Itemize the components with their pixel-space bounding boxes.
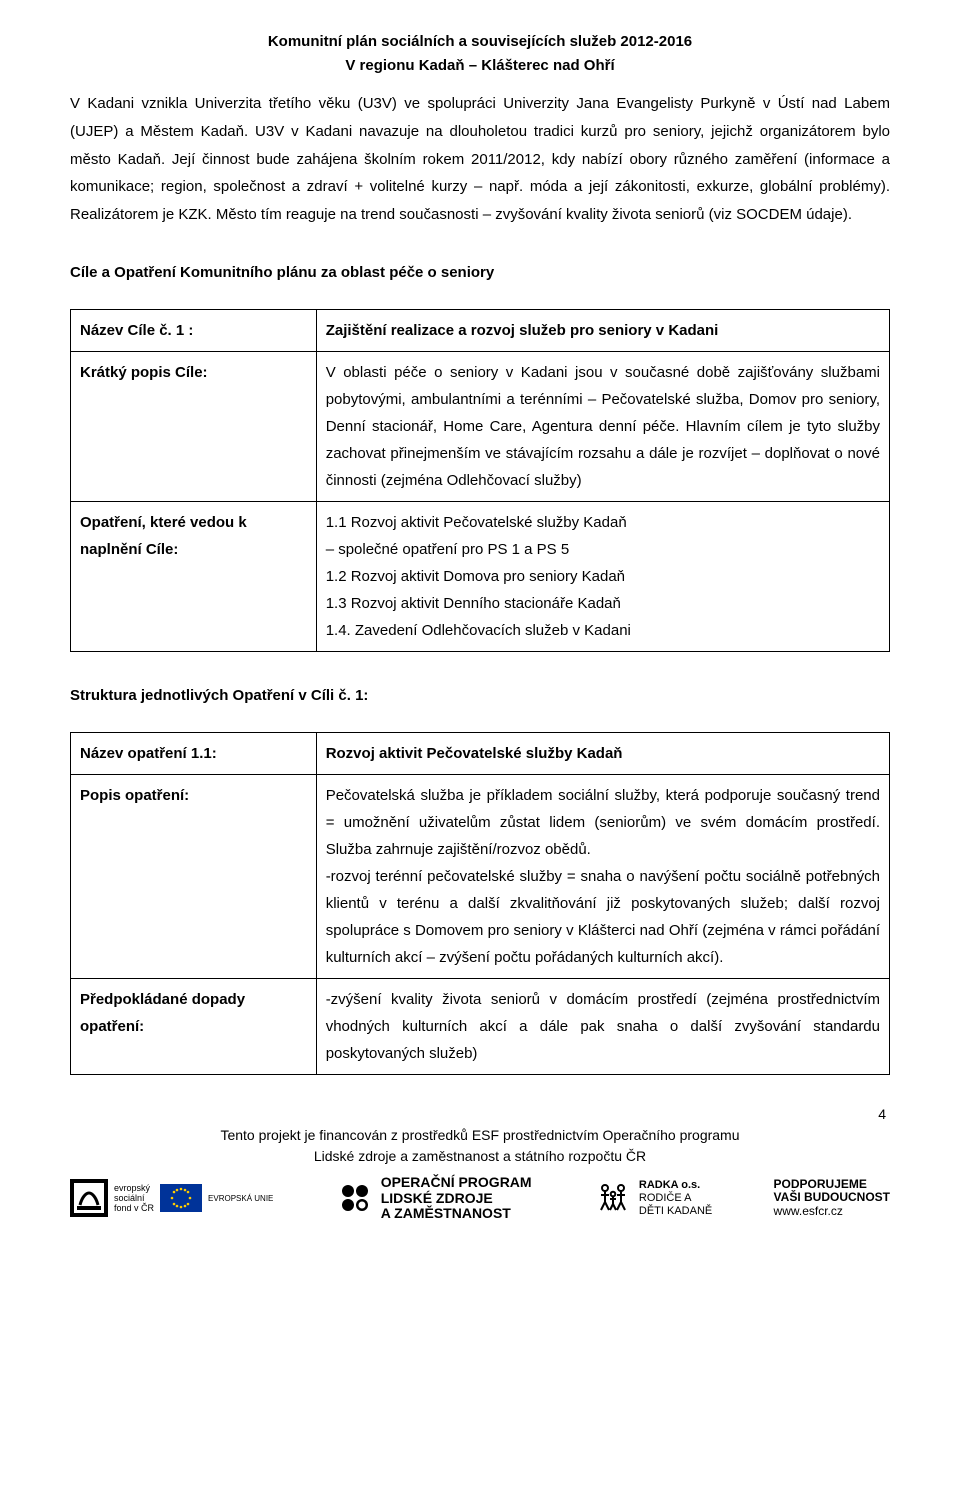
cell-value: V oblasti péče o seniory v Kadani jsou v… <box>316 351 889 501</box>
cell-label: Krátký popis Cíle: <box>71 351 317 501</box>
table-row: Předpokládané dopady opatření: -zvýšení … <box>71 978 890 1074</box>
cell-label: Popis opatření: <box>71 774 317 978</box>
op-icon <box>335 1178 375 1218</box>
logo-row: evropský sociální fond v ČR EVROPSKÁ UNI… <box>70 1175 890 1221</box>
cell-value: -zvýšení kvality života seniorů v domácí… <box>316 978 889 1074</box>
radka-icon <box>593 1178 633 1218</box>
txt: LIDSKÉ ZDROJE <box>381 1191 532 1206</box>
txt: A ZAMĚSTNANOST <box>381 1206 532 1221</box>
bold-text: Zajištění realizace a rozvoj služeb pro … <box>326 322 719 339</box>
txt: OPERAČNÍ PROGRAM <box>381 1175 532 1190</box>
logo-esf: evropský sociální fond v ČR EVROPSKÁ UNI… <box>70 1179 273 1217</box>
table-row: Název opatření 1.1: Rozvoj aktivit Pečov… <box>71 732 890 774</box>
cell-label: Název Cíle č. 1 : <box>71 309 317 351</box>
txt: www.esfcr.cz <box>774 1205 890 1219</box>
cell-value: 1.1 Rozvoj aktivit Pečovatelské služby K… <box>316 501 889 651</box>
txt: evropský <box>114 1183 154 1193</box>
pod-text: PODPORUJEME VAŠI BUDOUCNOST www.esfcr.cz <box>774 1178 890 1219</box>
eu-flag-icon <box>160 1184 202 1212</box>
doc-title: Komunitní plán sociálních a souvisejícíc… <box>70 30 890 54</box>
cell-value: Pečovatelská služba je příkladem sociáln… <box>316 774 889 978</box>
txt: RADKA o.s. <box>639 1179 712 1192</box>
section-heading: Cíle a Opatření Komunitního plánu za obl… <box>70 261 890 285</box>
logo-op-lzz: OPERAČNÍ PROGRAM LIDSKÉ ZDROJE A ZAMĚSTN… <box>335 1175 532 1221</box>
txt: DĚTI KADANĚ <box>639 1205 712 1218</box>
footer-line-2: Lidské zdroje a zaměstnanost a státního … <box>70 1146 890 1167</box>
cell-value: Zajištění realizace a rozvoj služeb pro … <box>316 309 889 351</box>
cell-label: Předpokládané dopady opatření: <box>71 978 317 1074</box>
page-number: 4 <box>70 1103 890 1125</box>
cell-value: Rozvoj aktivit Pečovatelské služby Kadaň <box>316 732 889 774</box>
doc-subtitle: V regionu Kadaň – Klášterec nad Ohří <box>70 54 890 78</box>
table-row: Opatření, které vedou k naplnění Cíle: 1… <box>71 501 890 651</box>
logo-podporujeme: PODPORUJEME VAŠI BUDOUCNOST www.esfcr.cz <box>774 1178 890 1219</box>
eu-text: EVROPSKÁ UNIE <box>208 1194 273 1203</box>
txt: fond v ČR <box>114 1203 154 1213</box>
footer-line-1: Tento projekt je financován z prostředků… <box>70 1125 890 1146</box>
logo-radka: RADKA o.s. RODIČE A DĚTI KADANĚ <box>593 1178 712 1218</box>
table-row: Název Cíle č. 1 : Zajištění realizace a … <box>71 309 890 351</box>
op-text: OPERAČNÍ PROGRAM LIDSKÉ ZDROJE A ZAMĚSTN… <box>381 1175 532 1221</box>
struct-heading: Struktura jednotlivých Opatření v Cíli č… <box>70 684 890 708</box>
table-cil-1: Název Cíle č. 1 : Zajištění realizace a … <box>70 309 890 652</box>
radka-text: RADKA o.s. RODIČE A DĚTI KADANĚ <box>639 1179 712 1217</box>
txt: VAŠI BUDOUCNOST <box>774 1191 890 1205</box>
cell-label: Název opatření 1.1: <box>71 732 317 774</box>
esf-icon <box>70 1179 108 1217</box>
table-row: Krátký popis Cíle: V oblasti péče o seni… <box>71 351 890 501</box>
esf-text: evropský sociální fond v ČR <box>114 1183 154 1214</box>
txt: sociální <box>114 1193 154 1203</box>
intro-paragraph: V Kadani vznikla Univerzita třetího věku… <box>70 90 890 229</box>
bold-text: Rozvoj aktivit Pečovatelské služby Kadaň <box>326 745 623 762</box>
cell-label: Opatření, které vedou k naplnění Cíle: <box>71 501 317 651</box>
table-row: Popis opatření: Pečovatelská služba je p… <box>71 774 890 978</box>
table-opatreni-1-1: Název opatření 1.1: Rozvoj aktivit Pečov… <box>70 732 890 1075</box>
txt: RODIČE A <box>639 1192 712 1205</box>
